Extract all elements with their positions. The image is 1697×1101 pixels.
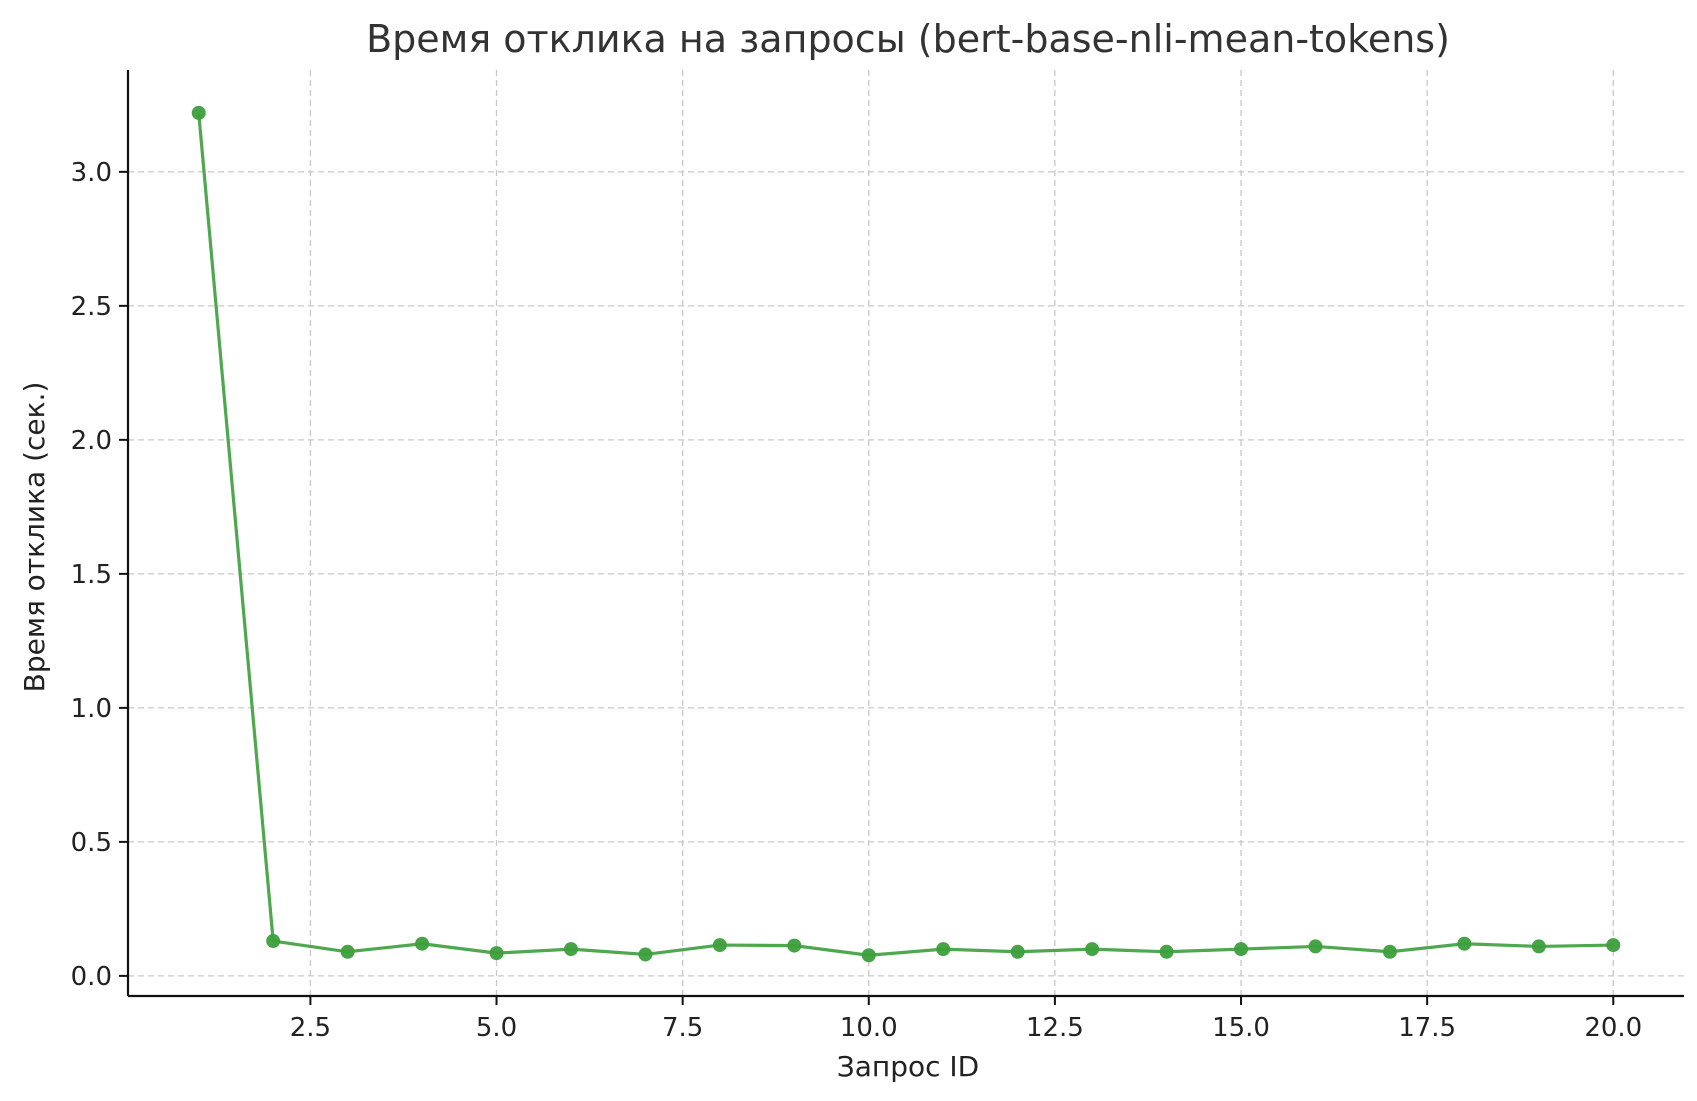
data-point [936, 942, 951, 957]
axes [126, 70, 1684, 998]
data-point [1382, 944, 1397, 959]
data-point [1085, 942, 1100, 957]
y-tick-label: 0.0 [71, 962, 112, 992]
data-point [489, 946, 504, 961]
data-point [1531, 939, 1546, 954]
data-point [712, 938, 727, 953]
data-point [1606, 938, 1621, 953]
y-axis-label: Время отклика (сек.) [18, 382, 51, 693]
y-tick-label: 0.5 [71, 828, 112, 858]
series-line [197, 112, 1614, 957]
data-point [266, 934, 281, 949]
data-point [638, 947, 653, 962]
x-tick-label: 7.5 [662, 1013, 703, 1043]
x-tick-label: 12.5 [1026, 1013, 1084, 1043]
data-point [340, 944, 355, 959]
grid-lines [128, 70, 1684, 996]
data-point [191, 105, 206, 120]
data-point [563, 942, 578, 957]
x-tick-label: 15.0 [1212, 1013, 1270, 1043]
data-point [861, 948, 876, 963]
y-tick-label: 2.0 [71, 426, 112, 456]
data-point [787, 938, 802, 953]
data-point [1159, 944, 1174, 959]
data-point [1234, 942, 1249, 957]
chart-title: Время отклика на запросы (bert-base-nli-… [366, 17, 1450, 61]
x-tick-label: 20.0 [1584, 1013, 1642, 1043]
data-point [1457, 936, 1472, 951]
ticks: 2.5 5.0 7.5 10.0 12.5 15.0 17.5 20.0 0.0 0.5 1.0 1.… [71, 158, 1643, 1043]
x-axis-label: Запрос ID [837, 1050, 979, 1083]
series-layer [191, 105, 1621, 963]
x-tick-label: 5.0 [476, 1013, 517, 1043]
data-point [1308, 939, 1323, 954]
y-tick-label: 2.5 [71, 292, 112, 322]
data-point [1010, 944, 1025, 959]
x-tick-label: 2.5 [290, 1013, 331, 1043]
x-tick-label: 10.0 [840, 1013, 898, 1043]
data-point [415, 936, 430, 951]
x-tick-label: 17.5 [1398, 1013, 1456, 1043]
y-tick-label: 3.0 [71, 158, 112, 188]
y-tick-label: 1.0 [71, 694, 112, 724]
y-tick-label: 1.5 [71, 560, 112, 590]
